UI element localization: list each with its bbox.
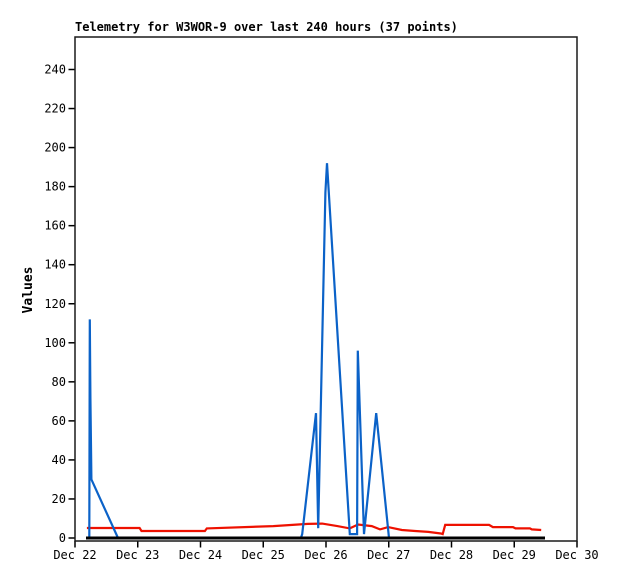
x-tick-label: Dec 25 xyxy=(242,548,285,562)
x-tick-label: Dec 23 xyxy=(116,548,159,562)
series-channel-blue-line xyxy=(88,163,545,540)
y-tick-label: 80 xyxy=(52,375,66,389)
y-tick-label: 200 xyxy=(44,141,66,155)
y-tick-label: 140 xyxy=(44,258,66,272)
y-tick-label: 220 xyxy=(44,102,66,116)
y-tick-label: 40 xyxy=(52,453,66,467)
y-tick-label: 20 xyxy=(52,492,66,506)
x-tick-label: Dec 29 xyxy=(493,548,536,562)
series-channel-red-line xyxy=(86,522,542,536)
x-tick-label: Dec 22 xyxy=(53,548,96,562)
y-tick-label: 60 xyxy=(52,414,66,428)
y-tick-label: 120 xyxy=(44,297,66,311)
x-tick-label: Dec 28 xyxy=(430,548,473,562)
plot-border xyxy=(74,36,578,542)
axes-layer: 0 20 40 60 80 100 120 140 160 180 200 220 240 Dec 22 D… xyxy=(44,63,598,563)
y-tick-label: 0 xyxy=(59,531,66,545)
y-tick-label: 100 xyxy=(44,336,66,350)
y-tick-label: 180 xyxy=(44,180,66,194)
x-tick-label: Dec 24 xyxy=(179,548,222,562)
series-layer xyxy=(86,163,545,540)
y-axis-label: Values xyxy=(21,267,36,314)
x-tick-label: Dec 27 xyxy=(367,548,410,562)
x-tick-label: Dec 26 xyxy=(304,548,347,562)
y-tick-label: 240 xyxy=(44,63,66,77)
y-tick-label: 160 xyxy=(44,219,66,233)
x-tick-label: Dec 30 xyxy=(555,548,598,562)
chart-title: Telemetry for W3WOR-9 over last 240 hour… xyxy=(75,20,458,34)
